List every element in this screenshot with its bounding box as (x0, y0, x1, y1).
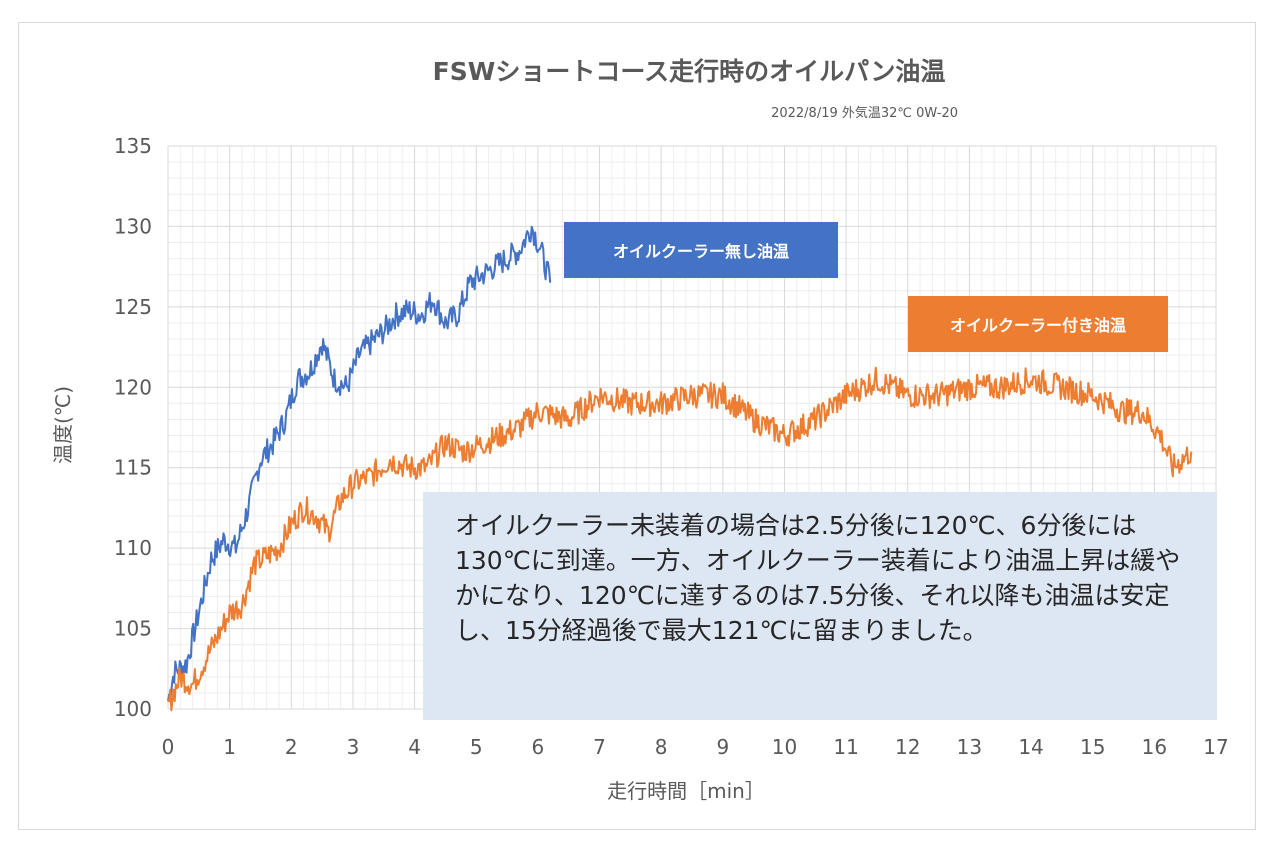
x-tick-label: 0 (162, 735, 175, 759)
y-axis-label: 温度(℃) (51, 386, 75, 464)
x-tick-label: 8 (655, 735, 668, 759)
x-tick-label: 14 (1018, 735, 1043, 759)
x-tick-label: 5 (470, 735, 483, 759)
y-tick-label: 105 (114, 617, 152, 641)
x-tick-label: 13 (957, 735, 982, 759)
y-axis-ticks: 100 105 110 115 120 125 130 135 (114, 134, 152, 721)
callout-no-cooler: オイルクーラー無し油温 (564, 222, 838, 278)
x-tick-label: 7 (593, 735, 606, 759)
series-layer (167, 225, 1193, 712)
x-tick-label: 6 (532, 735, 545, 759)
x-tick-label: 9 (716, 735, 729, 759)
y-tick-label: 120 (114, 375, 152, 399)
x-tick-label: 17 (1203, 735, 1228, 759)
note-text: オイルクーラー未装着の場合は2.5分後に120℃、6分後には130℃に到達。一方… (455, 511, 1181, 645)
series-line-1 (167, 366, 1193, 712)
x-tick-label: 10 (772, 735, 797, 759)
x-axis-label: 走行時間［min］ (607, 779, 765, 803)
x-tick-label: 12 (895, 735, 920, 759)
x-tick-label: 11 (833, 735, 858, 759)
x-tick-label: 15 (1080, 735, 1105, 759)
y-tick-label: 115 (114, 456, 152, 480)
note-box: オイルクーラー未装着の場合は2.5分後に120℃、6分後には130℃に到達。一方… (423, 492, 1217, 720)
y-tick-label: 100 (114, 697, 152, 721)
y-tick-label: 130 (114, 214, 152, 238)
y-tick-label: 110 (114, 536, 152, 560)
x-tick-label: 4 (408, 735, 421, 759)
x-axis-ticks: 0 1 2 3 4 5 6 7 8 9 10 11 12 13 14 15 16 17 (162, 735, 1229, 759)
x-tick-label: 1 (223, 735, 236, 759)
series-line-0 (167, 225, 552, 703)
x-tick-label: 3 (347, 735, 360, 759)
y-tick-label: 125 (114, 295, 152, 319)
chart-title: FSWショートコース走行時のオイルパン油温 (433, 57, 946, 86)
x-tick-label: 16 (1142, 735, 1167, 759)
x-tick-label: 2 (285, 735, 298, 759)
y-tick-label: 135 (114, 134, 152, 158)
chart-subtitle: 2022/8/19 外気温32℃ 0W-20 (771, 105, 958, 121)
callout-with-cooler: オイルクーラー付き油温 (908, 296, 1168, 352)
